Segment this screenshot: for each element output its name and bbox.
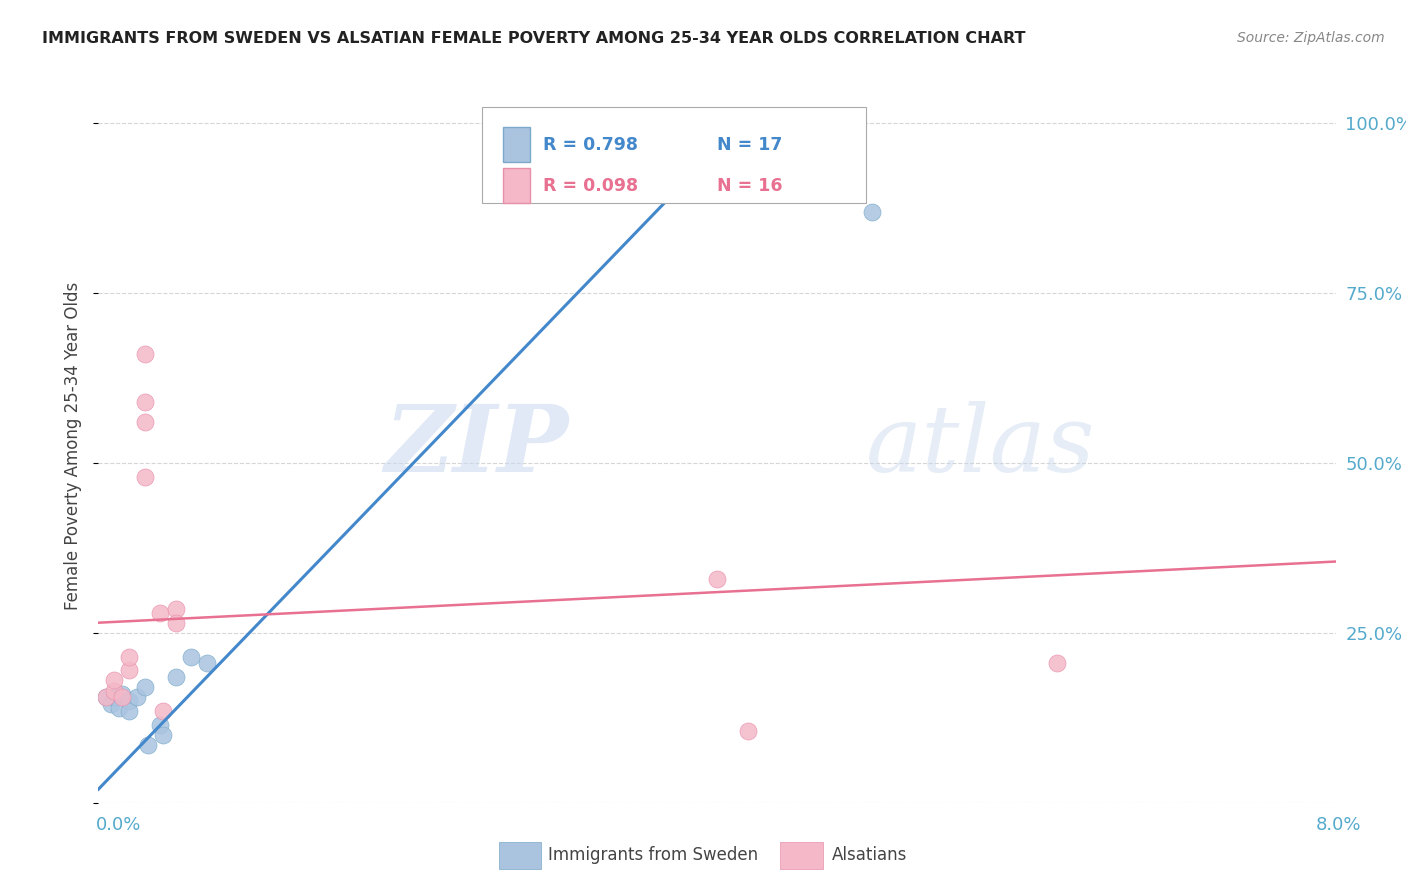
Text: 0.0%: 0.0% (96, 816, 141, 834)
FancyBboxPatch shape (503, 128, 530, 161)
Point (96, 690, 118, 705)
Point (567, 136, 589, 151)
Point (134, 415, 156, 429)
Point (134, 347, 156, 361)
Point (134, 680, 156, 694)
Point (737, 724, 759, 739)
Point (195, 657, 218, 671)
Point (706, 572, 728, 586)
Point (96, 690, 118, 705)
Point (103, 673, 125, 688)
FancyBboxPatch shape (482, 107, 866, 203)
Point (1046, 657, 1069, 671)
Text: R = 0.098: R = 0.098 (543, 177, 638, 194)
Text: atlas: atlas (866, 401, 1095, 491)
Point (136, 738, 159, 752)
Text: ZIP: ZIP (384, 401, 568, 491)
Point (675, 136, 697, 151)
Point (149, 606, 172, 620)
Point (134, 394, 156, 409)
FancyBboxPatch shape (503, 169, 530, 202)
Point (152, 728, 174, 742)
Text: Alsatians: Alsatians (832, 847, 908, 864)
Text: R = 0.798: R = 0.798 (543, 136, 637, 153)
Point (100, 698, 122, 712)
Point (860, 204, 883, 219)
Point (165, 670, 187, 684)
Text: Immigrants from Sweden: Immigrants from Sweden (548, 847, 758, 864)
Y-axis label: Female Poverty Among 25-34 Year Olds: Female Poverty Among 25-34 Year Olds (65, 282, 83, 610)
Point (165, 602, 187, 616)
Point (180, 649, 202, 664)
Point (111, 687, 134, 701)
Point (149, 717, 172, 731)
Point (152, 704, 174, 718)
Point (103, 690, 125, 705)
Text: 8.0%: 8.0% (1316, 816, 1361, 834)
Text: IMMIGRANTS FROM SWEDEN VS ALSATIAN FEMALE POVERTY AMONG 25-34 YEAR OLDS CORRELAT: IMMIGRANTS FROM SWEDEN VS ALSATIAN FEMAL… (42, 31, 1026, 46)
Text: N = 16: N = 16 (717, 177, 783, 194)
Point (118, 663, 141, 677)
Point (127, 690, 149, 705)
Point (118, 694, 141, 708)
Point (118, 704, 141, 718)
Point (111, 690, 134, 705)
Text: Source: ZipAtlas.com: Source: ZipAtlas.com (1237, 31, 1385, 45)
Point (118, 649, 141, 664)
Point (134, 469, 156, 483)
Point (103, 683, 125, 698)
Point (107, 700, 129, 714)
Point (165, 615, 187, 630)
Text: N = 17: N = 17 (717, 136, 782, 153)
